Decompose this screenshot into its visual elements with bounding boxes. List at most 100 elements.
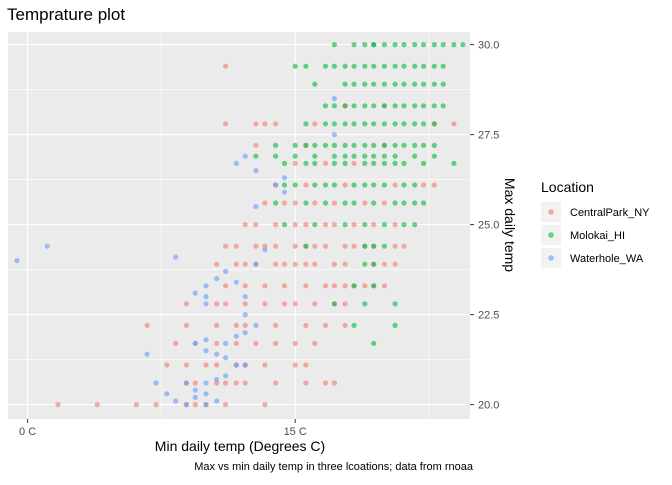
data-point xyxy=(342,153,348,159)
data-point xyxy=(242,362,248,368)
data-point xyxy=(351,103,357,109)
data-point xyxy=(401,121,407,127)
data-point xyxy=(342,322,348,328)
data-point xyxy=(312,200,318,206)
data-point xyxy=(401,243,407,249)
data-point xyxy=(303,142,309,148)
data-point xyxy=(192,394,198,400)
plot-panel xyxy=(8,32,470,419)
data-point xyxy=(331,103,337,109)
data-point xyxy=(292,153,298,159)
data-point xyxy=(94,402,100,408)
data-point xyxy=(253,168,259,174)
data-point xyxy=(362,261,368,267)
data-point xyxy=(242,330,248,336)
data-point xyxy=(273,243,279,249)
data-point xyxy=(281,175,288,181)
data-point xyxy=(362,42,368,48)
data-point xyxy=(303,63,309,69)
series-Molokai_HI xyxy=(253,42,466,346)
minor-gridlines xyxy=(8,32,470,419)
data-point xyxy=(371,182,377,188)
data-point xyxy=(223,63,229,69)
data-point xyxy=(371,283,377,289)
data-point xyxy=(173,398,179,404)
data-point xyxy=(351,243,357,249)
legend-swatch xyxy=(548,232,554,238)
data-point xyxy=(351,182,357,188)
data-point xyxy=(164,391,170,397)
data-point xyxy=(253,261,259,267)
data-point xyxy=(381,81,387,87)
data-point xyxy=(262,283,268,289)
data-point xyxy=(173,340,179,346)
data-point xyxy=(431,153,437,159)
data-point xyxy=(401,222,407,228)
data-point xyxy=(203,294,209,300)
data-point xyxy=(303,283,309,289)
data-point xyxy=(223,283,229,289)
data-point xyxy=(431,121,437,127)
data-point xyxy=(44,243,50,249)
data-point xyxy=(55,402,61,408)
data-point xyxy=(392,182,398,188)
data-point xyxy=(421,103,427,109)
y-tick-label: 22.5 xyxy=(478,310,499,322)
data-point xyxy=(322,222,329,228)
data-point xyxy=(262,362,268,368)
data-point xyxy=(392,81,398,87)
data-point xyxy=(331,301,337,307)
data-point xyxy=(242,222,248,228)
data-point xyxy=(192,387,198,393)
data-point xyxy=(144,322,150,328)
data-point xyxy=(281,222,288,228)
data-point xyxy=(440,81,446,87)
x-tick-label: 0 C xyxy=(19,426,36,438)
x-tick-label: 15 C xyxy=(284,426,307,438)
legend-label: Waterhole_WA xyxy=(570,253,644,265)
data-point xyxy=(322,63,329,69)
data-point xyxy=(421,63,427,69)
data-point xyxy=(371,160,377,166)
data-point xyxy=(431,42,437,48)
data-point xyxy=(273,340,279,346)
data-point xyxy=(253,153,259,159)
data-point xyxy=(303,160,309,166)
chart-title: Temprature plot xyxy=(7,5,125,24)
legend-swatch xyxy=(548,209,554,215)
data-point xyxy=(253,121,259,127)
data-point xyxy=(392,243,398,249)
data-point xyxy=(421,42,427,48)
data-point xyxy=(214,376,220,382)
data-point xyxy=(262,402,268,408)
data-point xyxy=(303,222,309,228)
data-point xyxy=(362,200,368,206)
data-point xyxy=(214,340,220,346)
data-point xyxy=(192,340,198,346)
data-point xyxy=(392,121,398,127)
legend-items: CentralPark_NY Molokai_HI Waterhole_WA xyxy=(541,202,650,268)
data-point xyxy=(331,153,337,159)
data-point xyxy=(273,153,279,159)
data-point xyxy=(331,283,337,289)
data-point xyxy=(342,222,348,228)
data-point xyxy=(273,121,279,127)
y-axis: 20.0 22.5 25.0 27.5 30.0 xyxy=(470,40,499,412)
data-point xyxy=(214,261,220,267)
data-point xyxy=(203,391,209,397)
data-point xyxy=(362,160,368,166)
data-point xyxy=(381,153,387,159)
data-point xyxy=(351,283,357,289)
data-point xyxy=(431,142,437,148)
data-point xyxy=(281,189,288,195)
data-point xyxy=(273,222,279,228)
data-point xyxy=(381,200,387,206)
data-point xyxy=(183,402,189,408)
y-tick-label: 25.0 xyxy=(478,220,499,232)
data-point xyxy=(303,261,309,267)
data-point xyxy=(322,283,329,289)
data-point xyxy=(351,142,357,148)
data-point xyxy=(342,63,348,69)
data-point xyxy=(312,153,318,159)
